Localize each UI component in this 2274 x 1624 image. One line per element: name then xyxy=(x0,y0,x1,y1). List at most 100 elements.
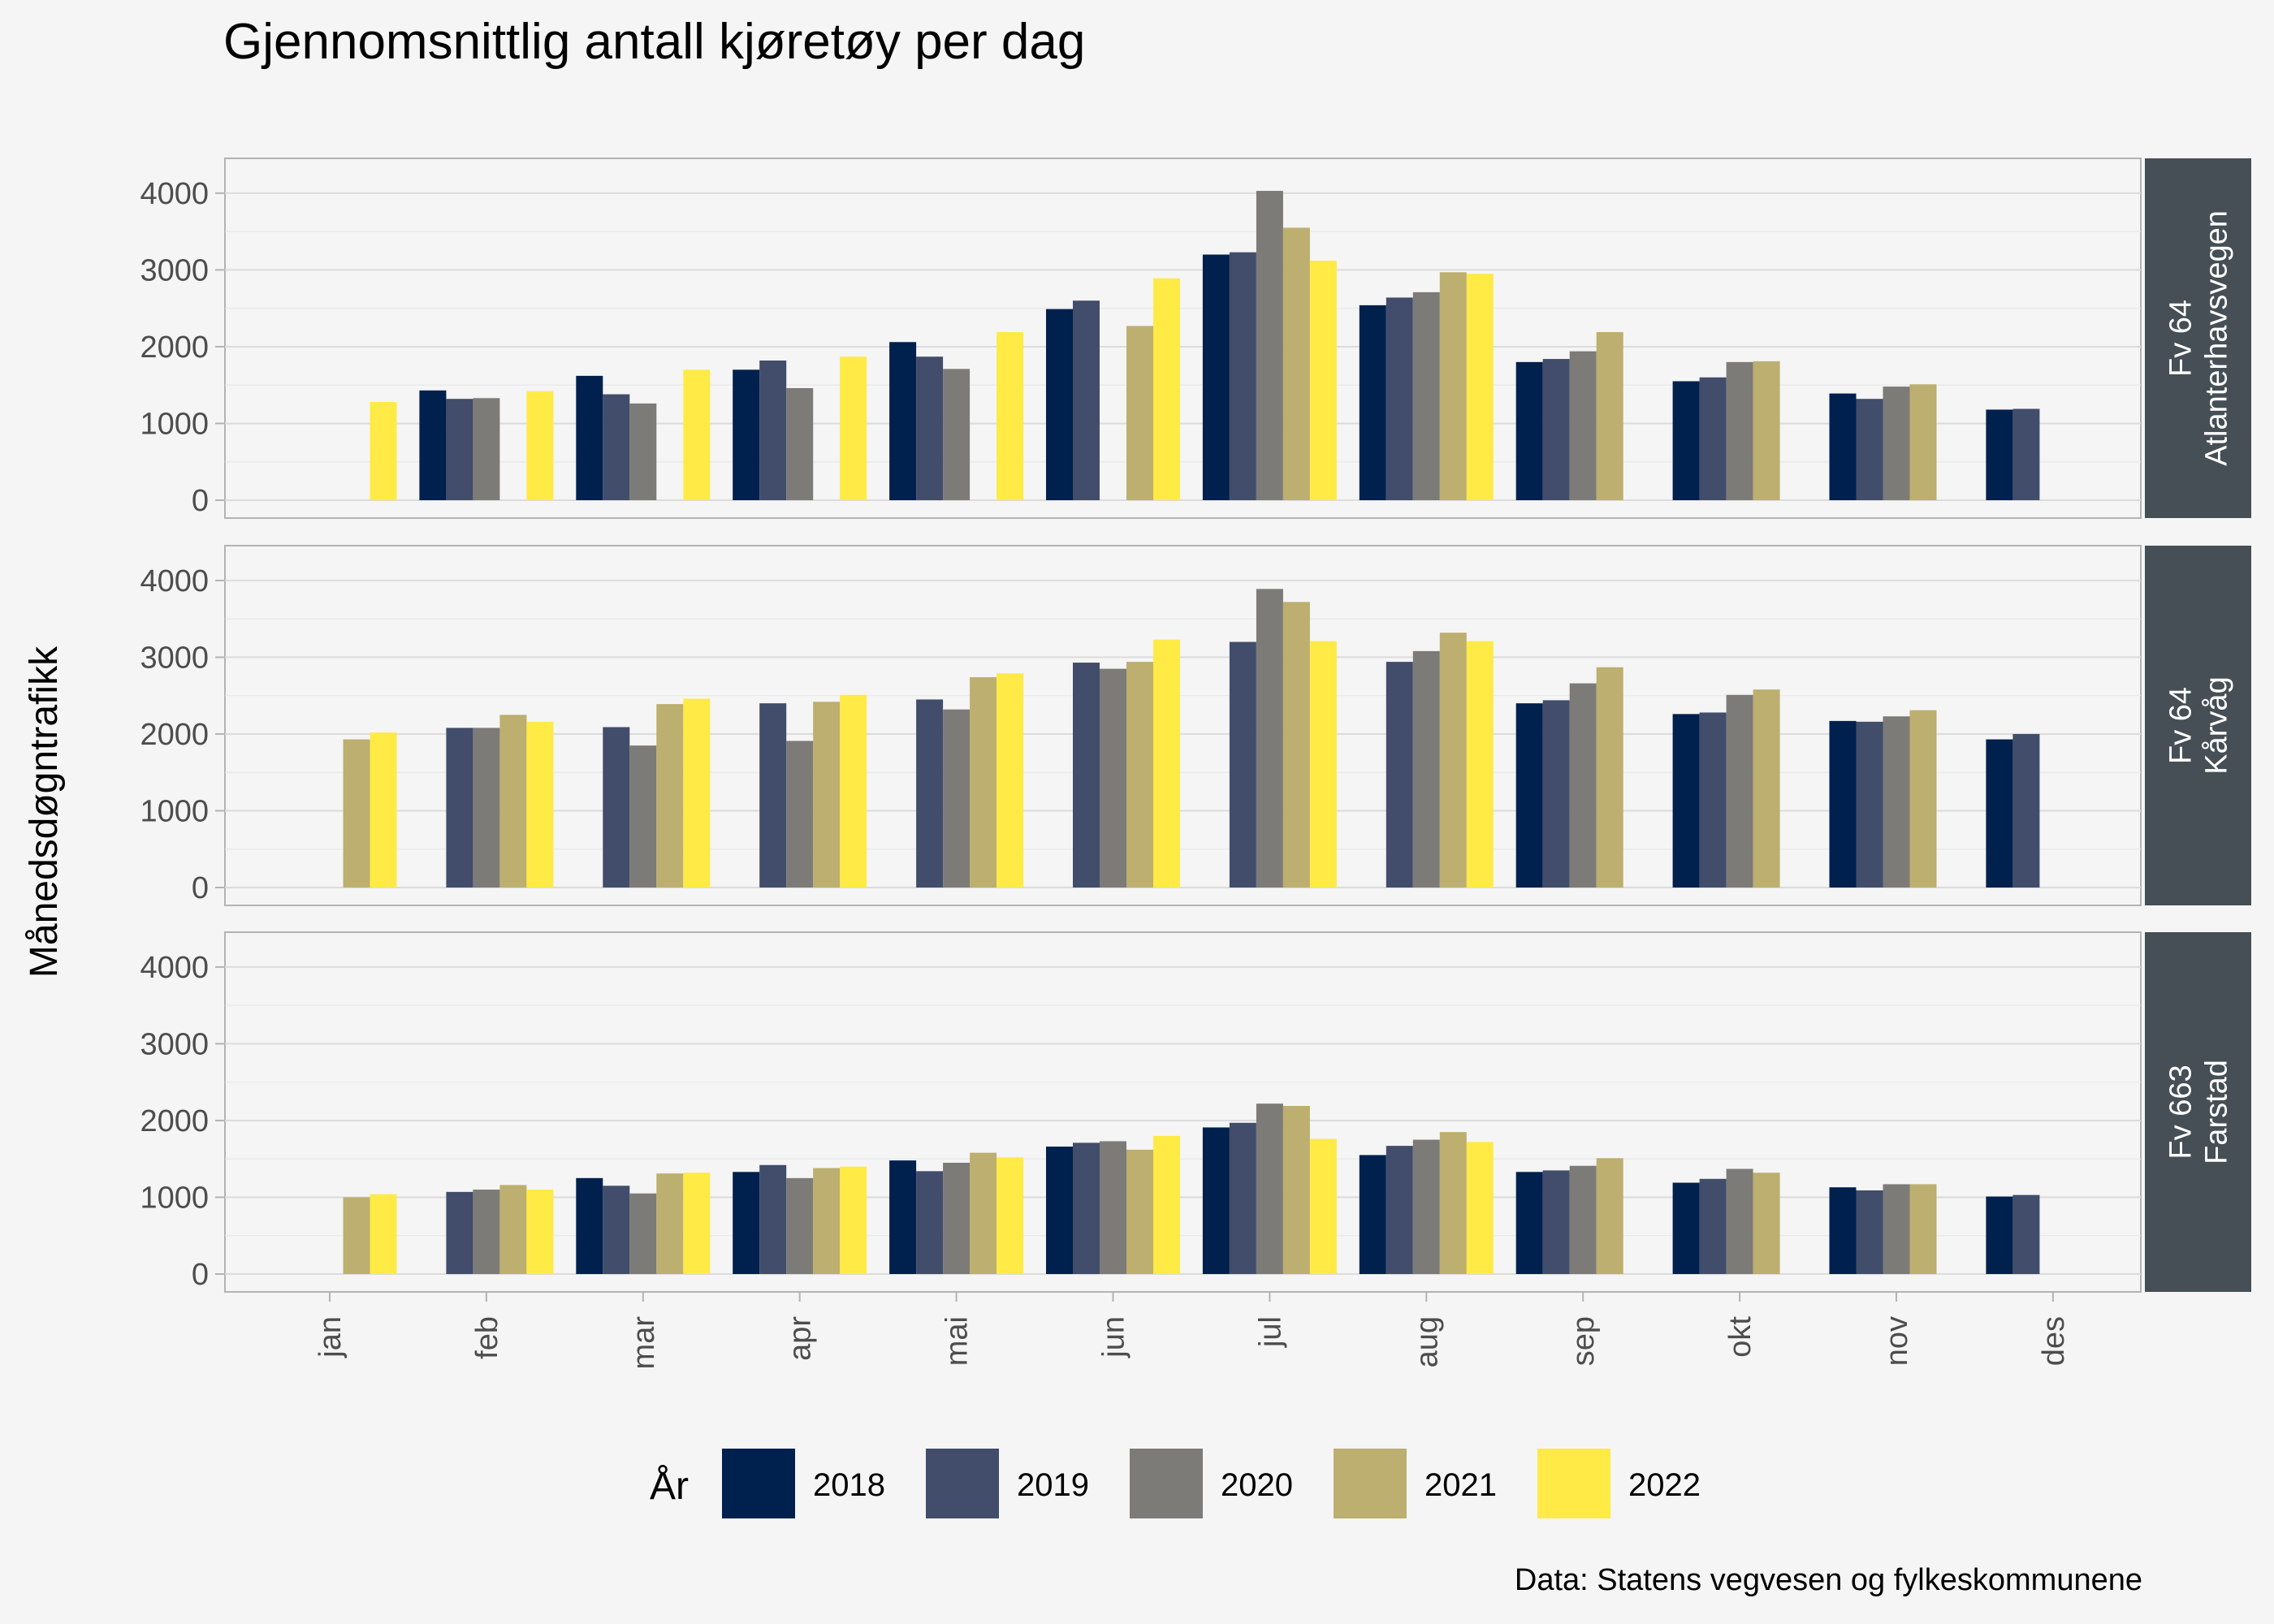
x-tick-label: feb xyxy=(470,1316,504,1359)
bar xyxy=(1466,641,1494,888)
facet-strip-label: Kårvåg xyxy=(2200,676,2234,774)
y-tick-label: 3000 xyxy=(140,1027,209,1061)
legend-key xyxy=(926,1449,999,1518)
bar xyxy=(1229,252,1256,500)
bar xyxy=(656,704,684,888)
bar xyxy=(1256,191,1283,501)
bar xyxy=(1829,1187,1857,1274)
bar xyxy=(419,390,447,500)
bar xyxy=(840,694,867,888)
bar xyxy=(1829,393,1857,500)
bar xyxy=(446,728,473,888)
bar xyxy=(1672,1182,1700,1274)
bar xyxy=(683,1173,711,1274)
bar xyxy=(1359,1155,1386,1274)
bar xyxy=(446,399,473,500)
bar xyxy=(1386,297,1413,500)
bar xyxy=(1126,662,1153,888)
bar xyxy=(370,1194,397,1274)
bar xyxy=(1386,1146,1413,1274)
bar xyxy=(1596,1158,1623,1274)
bar xyxy=(1100,668,1126,888)
legend: År 2018 2019 2020 2021 2022 xyxy=(650,1449,1701,1518)
bar xyxy=(603,1186,630,1274)
x-tick-label: nov xyxy=(1880,1316,1914,1366)
bar xyxy=(916,356,944,500)
x-tick-label: mar xyxy=(627,1316,661,1370)
bar xyxy=(1672,381,1700,500)
legend-key xyxy=(1537,1449,1610,1518)
bar xyxy=(916,1171,944,1274)
bar xyxy=(1753,361,1780,500)
bar xyxy=(1100,1141,1126,1274)
bar xyxy=(813,1168,841,1274)
x-tick-label: des xyxy=(2037,1316,2071,1366)
bar xyxy=(1153,278,1180,500)
y-tick-label: 3000 xyxy=(140,253,209,287)
bar xyxy=(1986,1196,2013,1274)
legend-label: 2021 xyxy=(1424,1467,1497,1503)
bar xyxy=(370,732,397,888)
bar xyxy=(1726,694,1753,888)
bar xyxy=(1282,602,1310,888)
legend-label: 2018 xyxy=(813,1467,885,1503)
bar xyxy=(916,699,944,888)
x-tick-label: mai xyxy=(940,1316,975,1366)
bar xyxy=(343,739,370,888)
chart-title: Gjennomsnittlig antall kjøretøy per dag xyxy=(223,14,1085,70)
y-tick-label: 4000 xyxy=(140,951,209,985)
bar xyxy=(1883,716,1910,888)
facet-strip-label: Fv 663 xyxy=(2164,1065,2198,1159)
bar xyxy=(1126,326,1153,500)
bar xyxy=(733,1172,760,1274)
bar xyxy=(2012,733,2040,888)
y-tick-label: 2000 xyxy=(140,1104,209,1138)
y-tick-label: 2000 xyxy=(140,330,209,365)
bar xyxy=(1515,703,1543,888)
bar xyxy=(576,1177,603,1274)
bar xyxy=(1515,1172,1543,1274)
facet-panel: 0 1000 2000 3000 4000 Fv 64 Atlanterhavsvegen xyxy=(140,158,2251,519)
bar xyxy=(1412,650,1440,888)
bar xyxy=(1515,361,1543,500)
bar xyxy=(1282,227,1310,500)
legend-key xyxy=(722,1449,795,1518)
bar xyxy=(576,375,603,500)
bar xyxy=(1153,639,1180,888)
y-tick-label: 0 xyxy=(192,484,209,518)
bar xyxy=(1883,387,1910,500)
bar xyxy=(683,369,711,500)
bar xyxy=(1596,331,1623,500)
bar xyxy=(370,402,397,500)
bar xyxy=(629,1193,657,1274)
bar xyxy=(1439,272,1467,500)
facet-strip-label: Fv 64 xyxy=(2164,300,2198,377)
x-tick-label: apr xyxy=(784,1316,818,1361)
bar xyxy=(970,677,997,888)
bar xyxy=(1046,1147,1073,1274)
bar xyxy=(473,398,500,500)
bar xyxy=(1726,361,1753,500)
bar xyxy=(1073,663,1100,888)
bar xyxy=(889,342,917,500)
facet-panel: 0 1000 2000 3000 4000 Fv 663 Farstad xyxy=(140,931,2251,1293)
bar xyxy=(1412,1139,1440,1274)
bar xyxy=(1856,1190,1883,1274)
bar xyxy=(1153,1135,1180,1274)
bar xyxy=(943,1162,971,1274)
bar xyxy=(1542,1170,1570,1274)
bar xyxy=(996,1157,1024,1274)
bar xyxy=(943,709,971,888)
bar xyxy=(446,1191,473,1274)
bar xyxy=(813,702,841,888)
facet-strip xyxy=(2145,932,2251,1292)
y-tick-label: 3000 xyxy=(140,641,209,675)
bar xyxy=(1699,712,1727,888)
bar xyxy=(943,369,971,500)
y-tick-label: 1000 xyxy=(140,1181,209,1215)
y-tick-label: 0 xyxy=(192,871,209,905)
facet-strip-label: Farstad xyxy=(2200,1060,2234,1164)
